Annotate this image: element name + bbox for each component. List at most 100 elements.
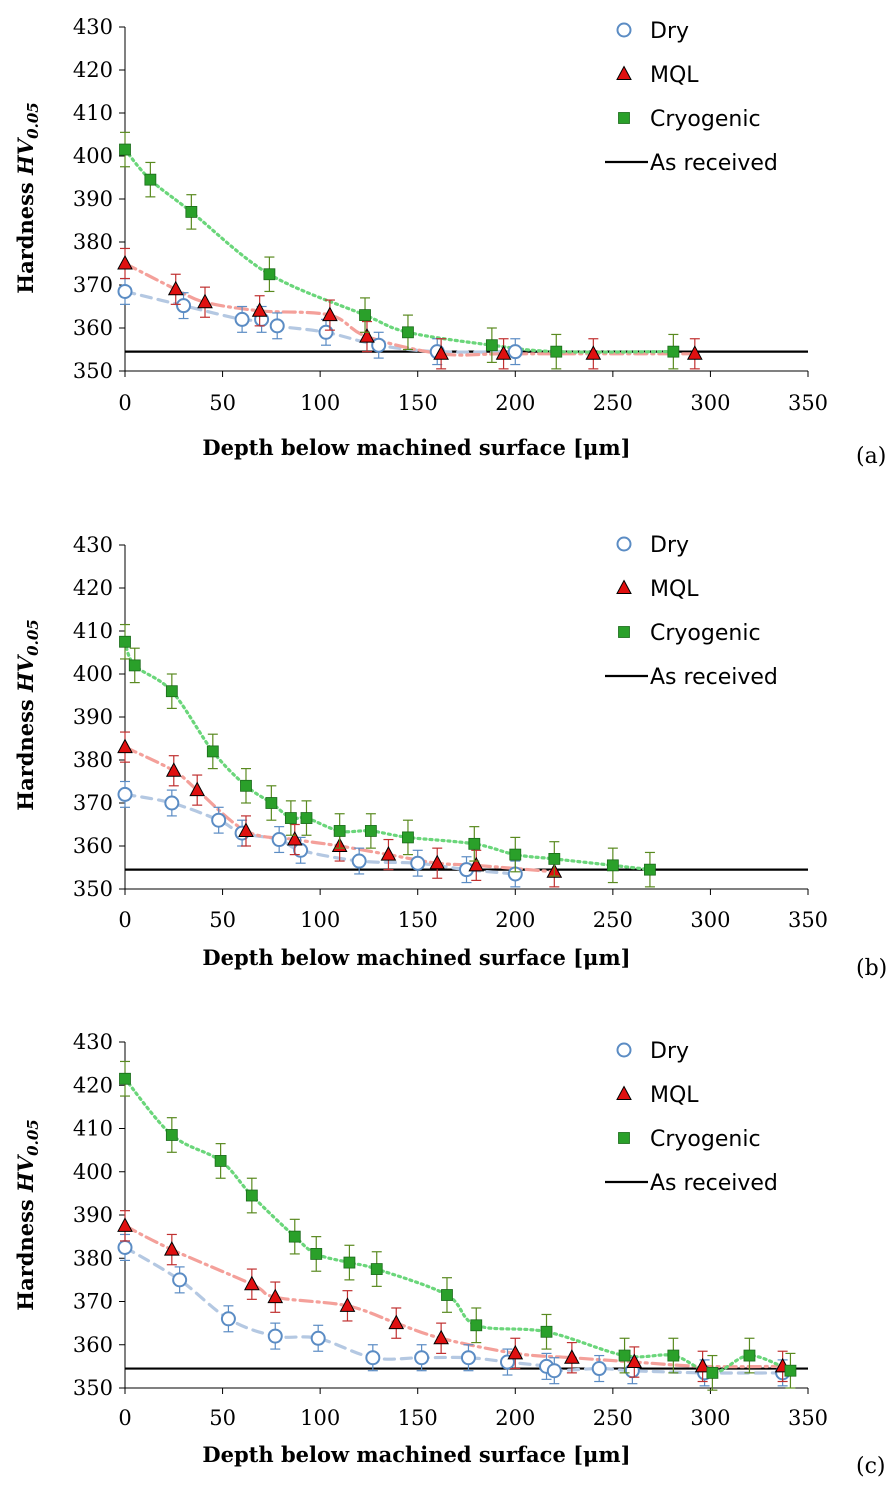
data-point-cryogenic xyxy=(485,339,498,352)
y-tick-label: 350 xyxy=(73,359,113,383)
data-point-mql xyxy=(495,345,512,360)
x-axis-label: Depth below machined surface [μm] xyxy=(202,945,630,970)
x-tick-label: 150 xyxy=(398,391,438,415)
data-point-mql xyxy=(694,1357,711,1373)
legend-as-received-label: As received xyxy=(650,665,778,690)
y-tick-label: 380 xyxy=(73,1246,113,1270)
y-tick-label: 430 xyxy=(73,1030,113,1054)
y-tick-label: 370 xyxy=(73,1290,113,1314)
data-point-cryogenic xyxy=(165,1129,178,1141)
data-point-cryogenic xyxy=(644,863,656,876)
data-point-mql xyxy=(380,846,397,861)
data-point-cryogenic xyxy=(784,1364,797,1377)
data-point-mql xyxy=(686,345,703,360)
y-tick-label: 380 xyxy=(73,748,113,772)
y-axis-label-var: HV xyxy=(13,136,38,176)
legend-mql-icon xyxy=(616,1085,632,1100)
data-point-dry xyxy=(234,311,250,327)
x-tick-label: 200 xyxy=(495,908,535,932)
legend-dry-icon xyxy=(616,22,632,38)
data-point-dry xyxy=(117,786,133,802)
x-tick-label: 0 xyxy=(118,908,131,932)
x-tick-label: 350 xyxy=(788,908,828,932)
y-axis-label-main: Hardness xyxy=(13,1192,38,1311)
data-point-cryogenic xyxy=(550,345,563,358)
x-tick-label: 100 xyxy=(300,908,340,932)
data-point-cryogenic xyxy=(284,812,297,824)
y-axis-label: Hardness HV0.05 xyxy=(13,102,42,293)
data-point-dry xyxy=(371,337,387,353)
trend-line-cryogenic xyxy=(123,1077,792,1375)
y-tick-label: 360 xyxy=(73,316,113,340)
x-tick-label: 200 xyxy=(495,1406,535,1430)
y-tick-label: 410 xyxy=(73,1117,113,1141)
x-tick-label: 300 xyxy=(690,1406,730,1430)
y-tick-label: 370 xyxy=(73,791,113,815)
x-tick-label: 50 xyxy=(209,908,236,932)
x-tick-label: 50 xyxy=(209,1406,236,1430)
panel-label: (c) xyxy=(856,1454,886,1479)
data-point-mql xyxy=(165,762,182,777)
y-tick-label: 350 xyxy=(73,877,113,901)
data-point-dry xyxy=(546,1363,562,1379)
legend-mql-icon xyxy=(616,65,632,80)
data-point-cryogenic xyxy=(359,309,371,322)
trend-line-mql xyxy=(123,261,697,357)
trend-line-mql xyxy=(123,745,556,874)
legend-dry-label: Dry xyxy=(650,1039,689,1064)
data-point-mql xyxy=(433,345,449,360)
data-point-cryogenic xyxy=(370,1263,383,1275)
y-axis-label: Hardness HV0.05 xyxy=(13,1119,42,1310)
data-point-mql xyxy=(117,254,133,270)
legend-dry-icon xyxy=(616,1042,632,1058)
data-point-mql xyxy=(359,328,375,343)
data-point-dry xyxy=(591,1361,607,1377)
legend-mql-label: MQL xyxy=(650,63,699,88)
data-point-mql xyxy=(433,1329,449,1345)
y-tick-label: 410 xyxy=(73,101,113,125)
x-tick-label: 250 xyxy=(593,1406,633,1430)
legend-dry-label: Dry xyxy=(650,533,689,558)
y-tick-label: 370 xyxy=(73,273,113,297)
data-point-cryogenic xyxy=(240,779,252,792)
legend-mql-label: MQL xyxy=(650,1083,699,1108)
data-point-dry xyxy=(117,283,133,299)
data-point-cryogenic xyxy=(540,1325,553,1338)
data-point-dry xyxy=(460,1350,476,1366)
panel-label: (b) xyxy=(856,956,887,981)
y-tick-label: 430 xyxy=(73,533,113,557)
data-point-cryogenic xyxy=(441,1289,453,1301)
trend-line-dry xyxy=(123,1245,785,1375)
data-point-cryogenic xyxy=(214,1155,227,1167)
y-axis-label-var: HV xyxy=(13,653,38,693)
x-tick-label: 0 xyxy=(118,1406,131,1430)
chart-panel-3: 350 360 370 380 390 400 410 420 430 0 50 100 150 200 2… xyxy=(13,1030,886,1479)
trend-line-dry xyxy=(123,792,517,876)
data-point-mql xyxy=(189,781,206,797)
x-tick-label: 300 xyxy=(690,391,730,415)
data-point-mql xyxy=(339,1297,356,1312)
data-point-cryogenic xyxy=(606,859,619,872)
chart-panel-2: 350 360 370 380 390 400 410 420 430 0 50 100 150 200 2… xyxy=(13,533,887,981)
data-point-cryogenic xyxy=(144,173,157,186)
panel-label: (a) xyxy=(856,444,886,469)
data-point-dry xyxy=(211,812,227,828)
data-point-cryogenic xyxy=(364,825,377,837)
data-point-dry xyxy=(410,855,426,871)
data-point-dry xyxy=(318,324,334,340)
y-tick-label: 390 xyxy=(73,1203,113,1227)
data-point-dry xyxy=(164,795,180,811)
data-point-dry xyxy=(176,298,192,314)
legend-as-received-label: As received xyxy=(650,1171,778,1196)
data-point-mql xyxy=(507,1344,524,1360)
data-point-dry xyxy=(117,1239,133,1255)
data-point-cryogenic xyxy=(288,1230,301,1243)
y-tick-label: 380 xyxy=(73,230,113,254)
data-point-mql xyxy=(267,1288,284,1304)
data-point-cryogenic xyxy=(548,853,561,865)
data-point-dry xyxy=(269,318,285,334)
data-point-cryogenic xyxy=(706,1366,719,1379)
y-tick-label: 400 xyxy=(73,144,113,168)
data-point-cryogenic xyxy=(743,1349,756,1362)
y-tick-label: 390 xyxy=(73,705,113,729)
